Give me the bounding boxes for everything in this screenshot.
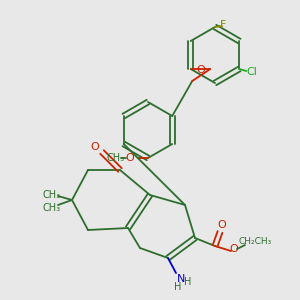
Text: H: H	[174, 282, 182, 292]
Text: H: H	[184, 277, 192, 287]
Text: Cl: Cl	[247, 67, 258, 77]
Text: N: N	[177, 274, 185, 284]
Text: CH₂CH₃: CH₂CH₃	[238, 238, 272, 247]
Text: O: O	[218, 220, 226, 230]
Text: CH₃: CH₃	[43, 203, 61, 213]
Text: O: O	[230, 244, 238, 254]
Text: CH₃: CH₃	[43, 190, 61, 200]
Text: CH₃: CH₃	[107, 153, 125, 163]
Text: O: O	[197, 65, 206, 75]
Text: F: F	[220, 20, 226, 30]
Text: O: O	[126, 153, 134, 163]
Text: O: O	[91, 142, 99, 152]
